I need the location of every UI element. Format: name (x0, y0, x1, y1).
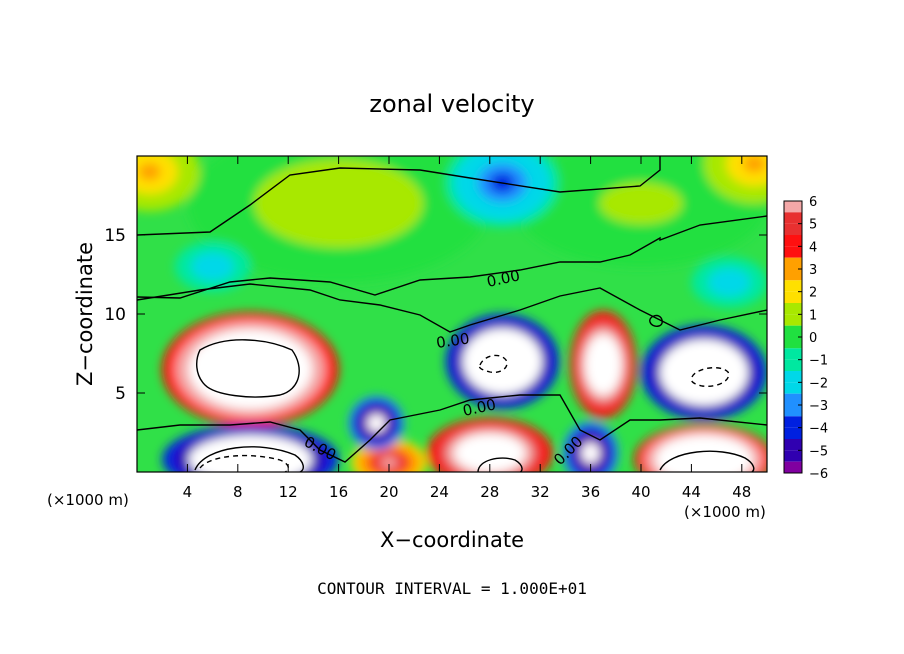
x-tick-label: 28 (480, 483, 499, 501)
colorbar-band (784, 337, 802, 349)
colorbar-band (784, 246, 802, 258)
velocity-blob (743, 156, 766, 173)
velocity-field (137, 156, 767, 472)
colorbar-band (784, 201, 802, 213)
colorbar-band (784, 382, 802, 394)
colorbar-band (784, 212, 802, 224)
contour-line (137, 394, 767, 463)
colorbar-tick-label: 4 (809, 240, 817, 255)
x-tick-label: 40 (631, 483, 650, 501)
colorbar-tick-label: −5 (809, 444, 828, 459)
colorbar-band (784, 359, 802, 371)
contour-line (649, 314, 663, 327)
x-tick-label: 24 (430, 483, 449, 501)
velocity-blob (204, 261, 221, 273)
x-unit-right: (×1000 m) (684, 503, 766, 521)
velocity-blob (138, 163, 161, 181)
colorbar-band (784, 427, 802, 439)
contour-label: 0.00 (435, 329, 471, 351)
contour-interval-note: CONTOUR INTERVAL = 1.000E+01 (317, 579, 587, 598)
colorbar-band (784, 416, 802, 428)
colorbar-band (784, 450, 802, 462)
plot-area: 0.00 0.00 0.00 0.00 0.00 (137, 156, 767, 472)
colorbar-band (784, 257, 802, 269)
velocity-blob (688, 451, 720, 468)
colorbar-band (784, 303, 802, 315)
velocity-blob (584, 446, 597, 460)
x-tick-label: 20 (379, 483, 398, 501)
contour-line (137, 283, 767, 333)
x-tick-labels: 4 8 12 16 20 24 28 32 36 40 44 48 (183, 483, 752, 501)
y-tick-label: 15 (104, 226, 126, 246)
contour-line (137, 215, 767, 299)
contour-line (478, 354, 508, 374)
x-axis-label: X−coordinate (380, 528, 524, 552)
colorbar-band (784, 235, 802, 247)
contour-line (659, 450, 755, 472)
x-unit-left: (×1000 m) (47, 491, 129, 509)
velocity-blob (380, 457, 398, 468)
colorbar-band (784, 348, 802, 360)
colorbar-band (784, 269, 802, 281)
colorbar-tick-label: 3 (809, 263, 817, 278)
velocity-blob (230, 356, 270, 382)
y-tick-label: 5 (115, 384, 126, 404)
velocity-blob (489, 350, 515, 372)
colorbar-tick-label: −4 (809, 422, 828, 437)
colorbar-tick-label: 0 (809, 331, 817, 346)
colorbar-labels: 6 5 4 3 2 1 0 −1 −2 −3 −4 −5 −6 (809, 195, 828, 482)
colorbar-tick-label: −3 (809, 399, 828, 414)
y-axis-label: Z−coordinate (73, 242, 97, 386)
colorbar-band (784, 223, 802, 235)
velocity-blob (370, 417, 383, 429)
colorbar-frame (783, 200, 803, 474)
colorbar-band (784, 314, 802, 326)
colorbar-band (784, 393, 802, 405)
colorbar-tick-label: 6 (809, 195, 817, 210)
colorbar-band (784, 280, 802, 292)
colorbar-band (784, 405, 802, 417)
contour-lines (137, 156, 767, 472)
contour-line (137, 156, 661, 236)
chart-title: zonal velocity (369, 90, 534, 118)
velocity-blob (720, 276, 738, 288)
x-tick-label: 8 (233, 483, 243, 501)
x-tick-label: 32 (531, 483, 550, 501)
colorbar-tick-label: −6 (809, 467, 828, 482)
colorbar-tick-label: −2 (809, 376, 828, 391)
colorbar-tick-label: 2 (809, 286, 817, 301)
colorbar-tick-label: 5 (809, 218, 817, 233)
contour-line (690, 366, 730, 387)
contour-line (196, 339, 300, 398)
velocity-blob (230, 451, 270, 468)
x-tick-label: 36 (581, 483, 600, 501)
colorbar-band (784, 291, 802, 303)
x-tick-label: 48 (732, 483, 751, 501)
colorbar-tick-label: −1 (809, 354, 828, 369)
colorbar-tick-label: 1 (809, 308, 817, 323)
colorbar-band (784, 461, 802, 473)
colorbar (784, 200, 802, 474)
y-tick-label: 10 (104, 305, 126, 325)
velocity-blob (690, 362, 718, 383)
contour-line (477, 457, 523, 472)
colorbar-band (784, 371, 802, 383)
x-tick-label: 12 (279, 483, 298, 501)
x-tick-label: 44 (682, 483, 701, 501)
colorbar-band (784, 439, 802, 451)
colorbar-band (784, 325, 802, 337)
contour-line (194, 446, 304, 472)
x-tick-label: 4 (183, 483, 193, 501)
y-tick-labels: 5 10 15 (104, 226, 126, 404)
x-tick-label: 16 (329, 483, 348, 501)
contour-line (199, 454, 289, 472)
velocity-blob (595, 352, 611, 377)
velocity-blob (305, 186, 372, 221)
velocity-blob (613, 189, 669, 218)
axis-ticks (137, 156, 767, 472)
velocity-blob (475, 445, 504, 461)
